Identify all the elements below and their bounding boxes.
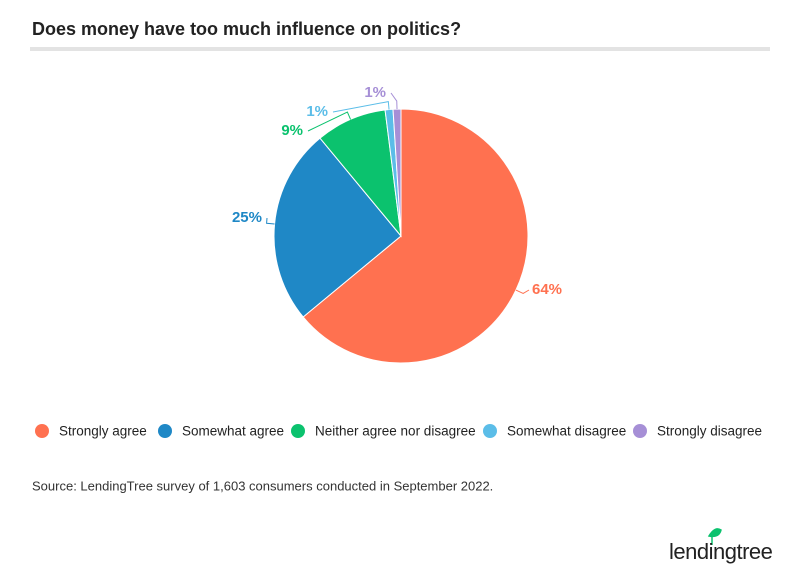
legend-swatch bbox=[158, 424, 172, 438]
legend-label: Strongly agree bbox=[59, 424, 147, 439]
leader-line bbox=[390, 92, 398, 110]
legend-label: Neither agree nor disagree bbox=[315, 424, 476, 439]
pie-slice bbox=[302, 108, 529, 364]
pie-slice bbox=[273, 137, 402, 318]
logo-leaf bbox=[707, 528, 722, 545]
leader-line bbox=[332, 101, 390, 113]
data-label: 64% bbox=[532, 281, 562, 298]
leader-line bbox=[266, 217, 275, 225]
leader-line bbox=[307, 111, 352, 132]
legend-swatch bbox=[483, 424, 497, 438]
legend-swatch bbox=[35, 424, 49, 438]
chart-title: Does money have too much influence on po… bbox=[32, 19, 461, 39]
title-rule bbox=[30, 47, 770, 51]
source-note: Source: LendingTree survey of 1,603 cons… bbox=[32, 478, 493, 493]
legend-label: Strongly disagree bbox=[657, 424, 762, 439]
legend-swatch bbox=[291, 424, 305, 438]
data-label: 1% bbox=[306, 103, 328, 120]
pie-slice bbox=[392, 108, 402, 237]
leader-line bbox=[515, 289, 530, 295]
legend-label: Somewhat agree bbox=[182, 424, 284, 439]
legend-label: Somewhat disagree bbox=[507, 424, 626, 439]
data-label: 25% bbox=[232, 209, 262, 226]
legend-swatch bbox=[633, 424, 647, 438]
data-label: 1% bbox=[364, 84, 386, 101]
data-label: 9% bbox=[281, 122, 303, 139]
logo: lendingtree bbox=[669, 539, 773, 564]
